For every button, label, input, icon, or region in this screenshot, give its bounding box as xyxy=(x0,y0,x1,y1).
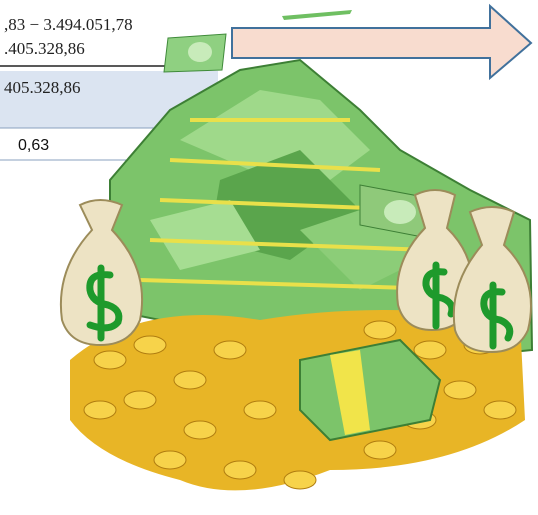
result-value: 405.328,86 xyxy=(4,78,81,97)
coin-pile xyxy=(70,310,525,490)
bill xyxy=(282,10,352,20)
page: {"formula": {"line1": ",83 − 3.494.051,7… xyxy=(0,0,538,515)
canvas: ,83 − 3.494.051,78 .405.328,86 405.328,8… xyxy=(0,0,538,515)
bill-stack xyxy=(164,34,226,72)
ratio-value: 0,63 xyxy=(18,137,49,154)
formula-line: .405.328,86 xyxy=(4,39,85,58)
formula-line: ,83 − 3.494.051,78 xyxy=(4,15,133,34)
